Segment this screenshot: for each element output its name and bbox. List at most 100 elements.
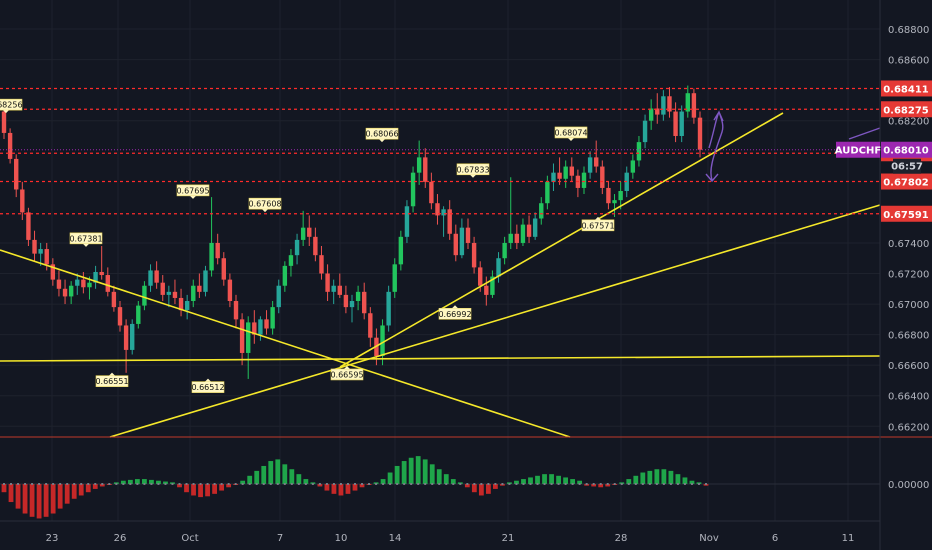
drawings-layer[interactable]	[0, 110, 881, 438]
candle-body[interactable]	[300, 227, 306, 240]
candle-body[interactable]	[111, 291, 117, 308]
candle-body[interactable]	[386, 291, 391, 326]
ascending-trendline-steep[interactable]	[339, 112, 784, 368]
candle-body[interactable]	[600, 166, 605, 188]
candle-body[interactable]	[355, 291, 361, 302]
candle-body[interactable]	[68, 285, 74, 297]
candle-body[interactable]	[478, 267, 483, 286]
candle-body[interactable]	[26, 212, 31, 240]
candle-body[interactable]	[276, 285, 281, 308]
candle-body[interactable]	[667, 96, 672, 112]
candle-body[interactable]	[99, 271, 104, 276]
candle-body[interactable]	[239, 319, 245, 353]
candle-body[interactable]	[203, 270, 208, 292]
candle-body[interactable]	[551, 172, 556, 182]
level-price-tag[interactable]	[881, 80, 932, 97]
candle-body[interactable]	[410, 172, 416, 207]
candle-body[interactable]	[648, 108, 654, 121]
candle-body[interactable]	[136, 305, 141, 324]
candle-body[interactable]	[14, 158, 19, 190]
candle-body[interactable]	[691, 93, 697, 118]
candle-body[interactable]	[154, 270, 159, 283]
candle-body[interactable]	[441, 209, 446, 216]
price-tags[interactable]: 0.684110.682750.679870.678020.67591AUDCH…	[835, 80, 932, 222]
candle-body[interactable]	[465, 227, 471, 243]
candle-body[interactable]	[81, 279, 86, 288]
level-price-tag[interactable]	[881, 173, 932, 190]
candle-body[interactable]	[392, 264, 397, 292]
price-levels[interactable]	[0, 87, 880, 215]
candle-body[interactable]	[545, 181, 550, 204]
candle-body[interactable]	[227, 279, 233, 302]
descending-trendline[interactable]	[0, 249, 571, 438]
candle-body[interactable]	[197, 285, 202, 292]
candle-body[interactable]	[246, 322, 251, 353]
candle-body[interactable]	[612, 200, 617, 204]
candle-body[interactable]	[62, 288, 68, 297]
candle-body[interactable]	[264, 319, 269, 329]
candle-body[interactable]	[661, 96, 666, 115]
candle-body[interactable]	[453, 233, 458, 256]
candle-body[interactable]	[148, 270, 153, 286]
candle-body[interactable]	[331, 285, 336, 292]
candle-body[interactable]	[679, 111, 684, 136]
candle-body[interactable]	[484, 285, 489, 295]
candle-body[interactable]	[539, 203, 544, 219]
candle-body[interactable]	[496, 258, 501, 277]
candle-body[interactable]	[50, 264, 56, 280]
candle-body[interactable]	[673, 111, 678, 136]
candle-body[interactable]	[514, 233, 520, 243]
candle-body[interactable]	[252, 322, 257, 335]
candle-body[interactable]	[288, 255, 294, 266]
level-price-tag[interactable]	[881, 205, 932, 222]
candle-body[interactable]	[508, 233, 513, 243]
candle-body[interactable]	[32, 239, 37, 254]
candle-body[interactable]	[184, 301, 190, 311]
candle-body[interactable]	[307, 227, 312, 237]
candle-body[interactable]	[215, 242, 220, 259]
candle-body[interactable]	[532, 218, 538, 237]
candle-body[interactable]	[319, 255, 324, 274]
candle-body[interactable]	[606, 187, 611, 204]
candle-body[interactable]	[325, 273, 330, 292]
candle-body[interactable]	[655, 108, 660, 115]
candle-body[interactable]	[117, 307, 123, 326]
candle-body[interactable]	[160, 282, 165, 295]
candle-body[interactable]	[258, 319, 263, 335]
candle-body[interactable]	[172, 291, 178, 298]
candle-body[interactable]	[105, 275, 110, 292]
candle-body[interactable]	[221, 258, 226, 280]
candle-body[interactable]	[123, 325, 129, 350]
candle-body[interactable]	[526, 224, 532, 237]
candle-body[interactable]	[20, 189, 25, 213]
candle-body[interactable]	[87, 282, 92, 288]
candle-body[interactable]	[569, 166, 574, 176]
current-price-tag[interactable]	[881, 141, 932, 158]
candle-body[interactable]	[587, 157, 593, 173]
candle-body[interactable]	[594, 157, 599, 167]
candle-body[interactable]	[130, 323, 135, 350]
candle-body[interactable]	[380, 325, 385, 357]
candle-body[interactable]	[337, 285, 342, 295]
candle-body[interactable]	[142, 285, 147, 306]
candle-body[interactable]	[313, 236, 318, 256]
candle-body[interactable]	[398, 236, 404, 265]
candle-body[interactable]	[520, 224, 526, 243]
price-axis[interactable]: 0.68800 0.68600 0.68200 0.67400 0.67200 0.670…	[888, 25, 929, 491]
ascending-trendline-low[interactable]	[109, 204, 881, 438]
candle-body[interactable]	[1, 111, 7, 133]
time-axis[interactable]: 23 26 Oct 7 10 14 21 28 Nov 6 11	[46, 533, 855, 544]
candle-body[interactable]	[93, 271, 98, 283]
candle-body[interactable]	[44, 249, 49, 265]
candle-body[interactable]	[642, 120, 648, 143]
candle-body[interactable]	[349, 301, 355, 308]
candle-body[interactable]	[166, 291, 172, 295]
candle-body[interactable]	[636, 142, 642, 161]
candle-body[interactable]	[697, 117, 703, 150]
candle-body[interactable]	[191, 285, 196, 302]
candle-body[interactable]	[368, 313, 373, 338]
candle-body[interactable]	[416, 157, 422, 173]
candle-body[interactable]	[38, 249, 43, 254]
candle-body[interactable]	[56, 279, 62, 289]
